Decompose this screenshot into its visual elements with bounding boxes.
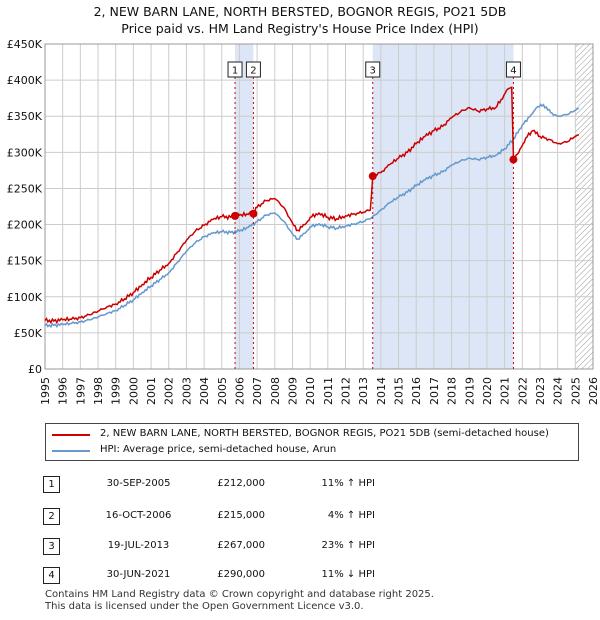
legend-label-property: 2, NEW BARN LANE, NORTH BERSTED, BOGNOR … <box>100 428 549 439</box>
y-tick-label: £100K <box>7 291 43 304</box>
sale-point <box>249 209 258 218</box>
x-tick-label: 2015 <box>393 377 406 405</box>
y-tick-label: £250K <box>7 182 43 195</box>
x-tick-label: 2001 <box>145 377 158 405</box>
property-price-line <box>44 86 579 325</box>
x-tick-label: 2008 <box>269 377 282 405</box>
y-tick-label: £50K <box>14 327 43 340</box>
y-tick-label: £150K <box>7 255 43 268</box>
forecast-hatch <box>575 44 593 369</box>
x-tick-label: 2021 <box>499 377 512 405</box>
sale-price: £290,000 <box>217 569 265 580</box>
x-tick-label: 2010 <box>304 377 317 405</box>
x-tick-label: 1997 <box>74 377 87 405</box>
sale-point <box>509 155 518 164</box>
sale-date: 19-JUL-2013 <box>107 540 170 551</box>
legend-label-hpi: HPI: Average price, semi-detached house,… <box>100 444 337 455</box>
x-tick-label: 2000 <box>127 377 140 405</box>
chart-title: 2, NEW BARN LANE, NORTH BERSTED, BOGNOR … <box>93 4 507 19</box>
sale-marker-label: 4 <box>510 66 516 77</box>
x-tick-label: 2020 <box>481 377 494 405</box>
legend-swatch-property <box>52 434 90 436</box>
sale-hpi-diff: 23% ↑ HPI <box>321 540 375 551</box>
sale-marker-label: 2 <box>250 66 256 77</box>
x-tick-label: 2013 <box>357 377 370 405</box>
sale-date: 16-OCT-2006 <box>105 510 172 521</box>
x-tick-label: 2025 <box>569 377 582 405</box>
sale-point <box>368 172 377 181</box>
sale-number-badge: 1 <box>43 476 60 493</box>
footer-licence: This data is licensed under the Open Gov… <box>45 601 364 612</box>
x-tick-label: 1999 <box>110 377 123 405</box>
y-tick-label: £400K <box>7 74 43 87</box>
x-tick-label: 2005 <box>216 377 229 405</box>
x-tick-label: 2003 <box>180 377 193 405</box>
sale-period-shade <box>372 44 514 369</box>
x-tick-label: 2014 <box>375 377 388 405</box>
sale-marker-box <box>227 61 243 78</box>
x-tick-label: 2016 <box>410 377 423 405</box>
x-tick-label: 1998 <box>92 377 105 405</box>
y-tick-label: £300K <box>7 146 43 159</box>
y-tick-label: £450K <box>7 38 43 51</box>
plot-frame <box>44 43 594 370</box>
sale-row: 2 16-OCT-2006 £215,000 4% ↑ HPI <box>0 508 600 528</box>
sale-marker-box <box>505 61 521 78</box>
sale-period-shade <box>235 44 254 369</box>
sale-number-badge: 4 <box>43 567 60 584</box>
sale-point <box>231 211 240 220</box>
y-tick-label: £200K <box>7 219 43 232</box>
x-tick-label: 2011 <box>322 377 335 405</box>
x-tick-label: 2022 <box>516 377 529 405</box>
x-tick-label: 2002 <box>163 377 176 405</box>
sale-price: £215,000 <box>217 510 265 521</box>
sale-marker-label: 3 <box>370 66 376 77</box>
legend: 2, NEW BARN LANE, NORTH BERSTED, BOGNOR … <box>45 423 579 461</box>
y-tick-label: £350K <box>7 110 43 123</box>
sale-row: 4 30-JUN-2021 £290,000 11% ↓ HPI <box>0 567 600 587</box>
footer-copyright: Contains HM Land Registry data © Crown c… <box>45 589 434 600</box>
x-tick-label: 1996 <box>57 377 70 405</box>
x-tick-label: 2024 <box>552 377 565 405</box>
hpi-line <box>44 103 580 329</box>
sale-hpi-diff: 11% ↑ HPI <box>321 478 375 489</box>
y-tick-label: £0 <box>28 363 42 376</box>
x-tick-label: 2009 <box>286 377 299 405</box>
x-tick-label: 2004 <box>198 377 211 405</box>
chart-subtitle: Price paid vs. HM Land Registry's House … <box>121 21 479 36</box>
x-tick-label: 2007 <box>251 377 264 405</box>
sale-number-badge: 3 <box>43 538 60 555</box>
sale-hpi-diff: 11% ↓ HPI <box>321 569 375 580</box>
x-tick-label: 2023 <box>534 377 547 405</box>
sale-hpi-diff: 4% ↑ HPI <box>327 510 375 521</box>
price-chart: £0 £50K £100K £150K £200K £250K £300K £350K £400… <box>7 38 600 405</box>
x-tick-label: 1995 <box>39 377 52 405</box>
legend-swatch-hpi <box>52 450 90 452</box>
sale-marker-label: 1 <box>232 66 238 77</box>
x-tick-label: 2012 <box>340 377 353 405</box>
sale-marker-box <box>245 61 261 78</box>
sale-row: 1 30-SEP-2005 £212,000 11% ↑ HPI <box>0 476 600 496</box>
sale-price: £267,000 <box>217 540 265 551</box>
x-tick-label: 2026 <box>587 377 600 405</box>
sale-date: 30-JUN-2021 <box>106 569 171 580</box>
x-tick-label: 2006 <box>233 377 246 405</box>
sale-price: £212,000 <box>217 478 265 489</box>
sale-row: 3 19-JUL-2013 £267,000 23% ↑ HPI <box>0 538 600 558</box>
x-tick-label: 2019 <box>463 377 476 405</box>
sale-number-badge: 2 <box>43 508 60 525</box>
sale-marker-box <box>365 61 381 78</box>
x-tick-label: 2017 <box>428 377 441 405</box>
sale-date: 30-SEP-2005 <box>106 478 171 489</box>
x-tick-label: 2018 <box>446 377 459 405</box>
